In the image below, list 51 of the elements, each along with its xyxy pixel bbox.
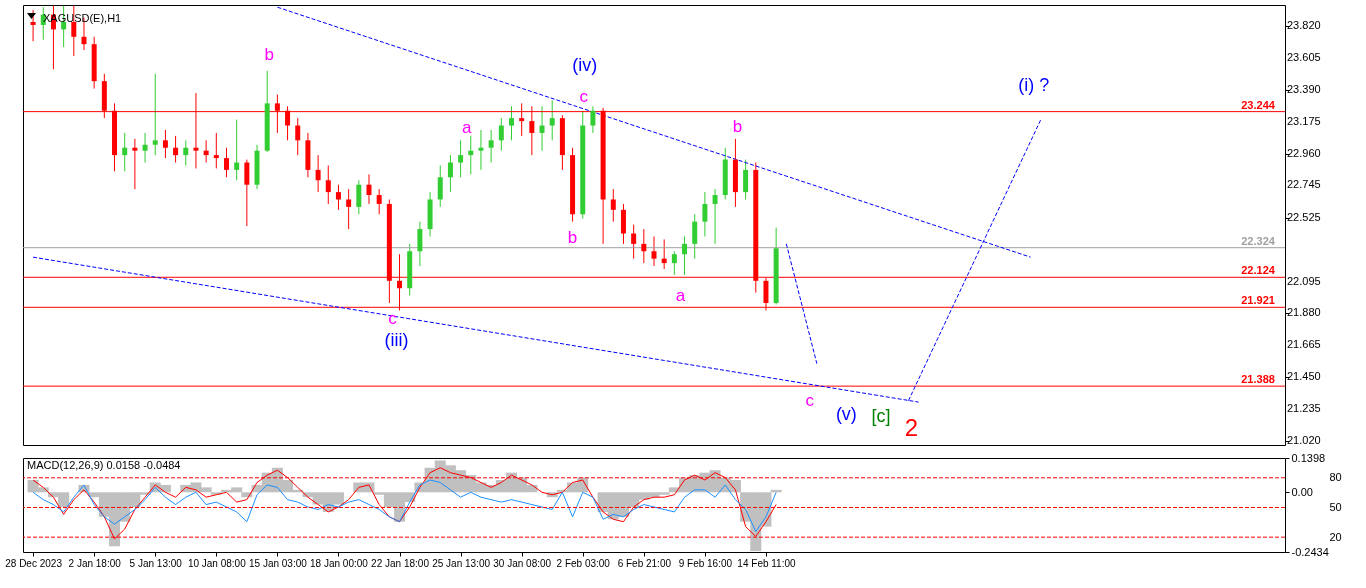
annotation: 2 (904, 413, 919, 441)
x-tick-label: 10 Jan 08:00 (187, 557, 247, 569)
annotation: (i) ? (1018, 74, 1050, 95)
y2-tick-label: 50 (1329, 500, 1342, 513)
x-tick-label: 2 Feb 03:00 (556, 557, 611, 569)
y-tick-label: 22.525 (1287, 210, 1321, 223)
x-tick-label: 14 Feb 11:00 (737, 557, 796, 569)
annotation: b (264, 44, 274, 64)
annotation: (v) (835, 404, 857, 425)
x-tick-label: 22 Jan 18:00 (371, 557, 430, 569)
annotation: b (732, 117, 743, 137)
ref-line-label: 23.244 (1241, 98, 1276, 111)
annotation: (iv) (572, 55, 598, 76)
x-tick-label: 6 Feb 21:00 (617, 557, 672, 569)
y2-tick-label: 80 (1329, 471, 1342, 484)
y-tick-label: 23.820 (1287, 19, 1321, 32)
y-tick-label: 21.880 (1287, 306, 1321, 319)
x-tick-label: 15 Jan 03:00 (248, 557, 308, 569)
y-tick-label: 22.095 (1287, 274, 1321, 287)
x-tick-label: 2 Jan 18:00 (68, 557, 122, 569)
annotation: b (567, 227, 578, 247)
ref-line-label: 21.921 (1241, 294, 1275, 307)
y2-tick-label: 20 (1329, 530, 1342, 543)
ref-line-label: 22.324 (1241, 234, 1276, 247)
y-tick-label: 21.665 (1287, 338, 1321, 351)
y-tick-label: 22.960 (1287, 146, 1321, 159)
x-tick-label: 18 Jan 00:00 (310, 557, 369, 569)
y-tick-label: 21.020 (1287, 433, 1321, 446)
x-tick-label: 9 Feb 16:00 (678, 557, 733, 569)
y-tick-label: 21.450 (1287, 369, 1321, 382)
y-tick-label: 0.00 (1291, 485, 1313, 498)
annotation: (iii) (384, 330, 409, 351)
annotation: c (805, 390, 815, 410)
annotation: c (579, 87, 589, 107)
x-tick-label: 28 Dec 2023 (5, 557, 63, 569)
ref-line-label: 21.388 (1241, 373, 1275, 386)
y-tick-label: 23.175 (1287, 114, 1321, 127)
y-tick-label: -0.2434 (1291, 545, 1329, 558)
y-tick-label: 21.235 (1287, 401, 1321, 414)
x-tick-label: 25 Jan 13:00 (432, 557, 491, 569)
x-tick-label: 5 Jan 13:00 (129, 557, 183, 569)
chart-title: MACD(12,26,9) 0.0158 -0.0484 (27, 459, 181, 471)
y-tick-label: 23.390 (1287, 83, 1321, 96)
annotation: [c] (871, 405, 891, 426)
y-tick-label: 23.605 (1287, 51, 1321, 64)
annotation: a (461, 118, 472, 138)
y-tick-label: 22.745 (1287, 178, 1321, 191)
y-tick-label: 0.1398 (1291, 451, 1326, 464)
annotation: a (675, 285, 686, 305)
ref-line-label: 22.124 (1241, 264, 1276, 277)
x-tick-label: 30 Jan 08:00 (493, 557, 552, 569)
